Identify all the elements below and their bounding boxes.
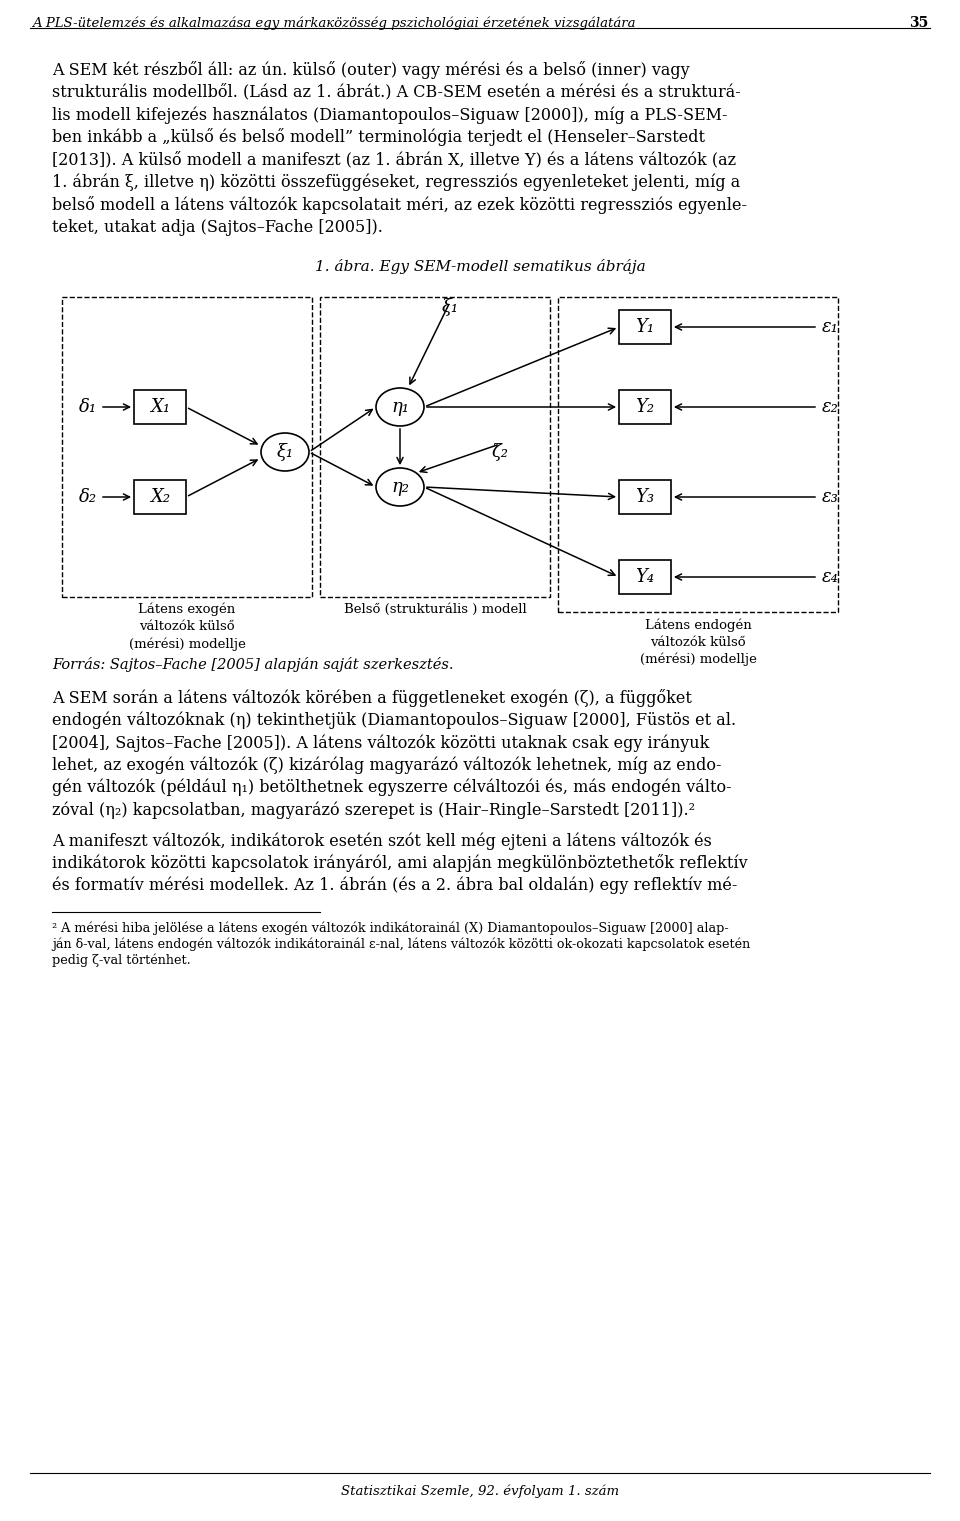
Text: 1. ábrán ξ, illetve η) közötti összefüggéseket, regressziós egyenleteket jelenti: 1. ábrán ξ, illetve η) közötti összefügg…: [52, 173, 740, 192]
Text: ján δ-val, látens endogén változók indikátorainál ε-nal, látens változók közötti: ján δ-val, látens endogén változók indik…: [52, 937, 751, 951]
Text: Forrás: Sajtos–Fache [2005] alapján saját szerkesztés.: Forrás: Sajtos–Fache [2005] alapján sajá…: [52, 657, 453, 672]
Text: lehet, az exogén változók (ζ) kizárólag magyarázó változók lehetnek, míg az endo: lehet, az exogén változók (ζ) kizárólag …: [52, 756, 722, 774]
Bar: [619, 389, 671, 424]
Text: δ₂: δ₂: [79, 488, 97, 506]
Text: belső modell a látens változók kapcsolatait méri, az ezek közötti regressziós eg: belső modell a látens változók kapcsolat…: [52, 196, 747, 214]
Bar: [134, 481, 186, 514]
Text: X₂: X₂: [150, 488, 170, 506]
Text: ² A mérési hiba jelölése a látens exogén változók indikátorainál (X) Diamantopou: ² A mérési hiba jelölése a látens exogén…: [52, 922, 729, 935]
Text: Y₂: Y₂: [636, 399, 655, 417]
Text: lis modell kifejezés használatos (Diamantopoulos–Siguaw [2000]), míg a PLS-SEM-: lis modell kifejezés használatos (Diaman…: [52, 106, 728, 123]
Text: Y₃: Y₃: [636, 488, 655, 506]
Bar: [619, 560, 671, 595]
Text: és formatív mérési modellek. Az 1. ábrán (és a 2. ábra bal oldalán) egy reflektí: és formatív mérési modellek. Az 1. ábrán…: [52, 878, 737, 894]
Text: [2004], Sajtos–Fache [2005]). A látens változók közötti utaknak csak egy irányuk: [2004], Sajtos–Fache [2005]). A látens v…: [52, 735, 709, 751]
Text: A SEM két részből áll: az ún. külső (outer) vagy mérési és a belső (inner) vagy: A SEM két részből áll: az ún. külső (out…: [52, 61, 689, 79]
Text: Y₁: Y₁: [636, 318, 655, 336]
Text: A manifeszt változók, indikátorok esetén szót kell még ejteni a látens változók : A manifeszt változók, indikátorok esetén…: [52, 832, 712, 850]
Text: ε₄: ε₄: [822, 567, 838, 586]
Text: teket, utakat adja (Sajtos–Fache [2005]).: teket, utakat adja (Sajtos–Fache [2005])…: [52, 219, 383, 236]
Text: indikátorok közötti kapcsolatok irányáról, ami alapján megkülönböztethetők refle: indikátorok közötti kapcsolatok irányáró…: [52, 855, 748, 873]
Text: Statisztikai Szemle, 92. évfolyam 1. szám: Statisztikai Szemle, 92. évfolyam 1. szá…: [341, 1484, 619, 1498]
Text: gén változók (például η₁) betölthetnek egyszerre célváltozói és, más endogén vál: gén változók (például η₁) betölthetnek e…: [52, 779, 732, 797]
Text: ξ₁: ξ₁: [276, 443, 294, 461]
Bar: [134, 389, 186, 424]
Text: η₁: η₁: [391, 399, 409, 417]
Text: 35: 35: [909, 17, 928, 30]
Text: δ₁: δ₁: [79, 399, 97, 417]
Text: A SEM során a látens változók körében a függetleneket exogén (ζ), a függőket: A SEM során a látens változók körében a …: [52, 689, 692, 707]
Text: 1. ábra. Egy SEM-modell sematikus ábrája: 1. ábra. Egy SEM-modell sematikus ábrája: [315, 259, 645, 274]
Text: X₁: X₁: [150, 399, 170, 417]
Text: Látens endogén
változók külső
(mérési) modellje: Látens endogén változók külső (mérési) m…: [639, 618, 756, 666]
Text: ε₂: ε₂: [822, 399, 838, 417]
Text: Látens exogén
változók külső
(mérési) modellje: Látens exogén változók külső (mérési) mo…: [129, 602, 246, 651]
Text: ε₃: ε₃: [822, 488, 838, 506]
Text: strukturális modellből. (Lásd az 1. ábrát.) A CB-SEM esetén a mérési és a strukt: strukturális modellből. (Lásd az 1. ábrá…: [52, 84, 741, 100]
Text: pedig ζ-val történhet.: pedig ζ-val történhet.: [52, 954, 191, 967]
Text: η₂: η₂: [391, 478, 409, 496]
Text: ζ₂: ζ₂: [492, 443, 509, 461]
Text: zóval (η₂) kapcsolatban, magyarázó szerepet is (Hair–Ringle–Sarstedt [2011]).²: zóval (η₂) kapcsolatban, magyarázó szere…: [52, 802, 695, 818]
Text: A PLS-ütelemzés és alkalmazása egy márkaкözösség pszichológiai érzetének vizsgál: A PLS-ütelemzés és alkalmazása egy márka…: [32, 17, 636, 29]
Bar: [619, 310, 671, 344]
Text: [2013]). A külső modell a manifeszt (az 1. ábrán X, illetve Y) és a látens válto: [2013]). A külső modell a manifeszt (az …: [52, 151, 736, 167]
Text: Y₄: Y₄: [636, 567, 655, 586]
Text: ε₁: ε₁: [822, 318, 838, 336]
Text: Belső (strukturális ) modell: Belső (strukturális ) modell: [344, 602, 526, 616]
Bar: [619, 481, 671, 514]
Text: ben inkább a „külső és belső modell” terminológia terjedt el (Henseler–Sarstedt: ben inkább a „külső és belső modell” ter…: [52, 128, 705, 146]
Text: endogén változóknak (η) tekinthetjük (Diamantopoulos–Siguaw [2000], Füstös et al: endogén változóknak (η) tekinthetjük (Di…: [52, 712, 736, 729]
Text: ξ₁: ξ₁: [442, 298, 459, 316]
